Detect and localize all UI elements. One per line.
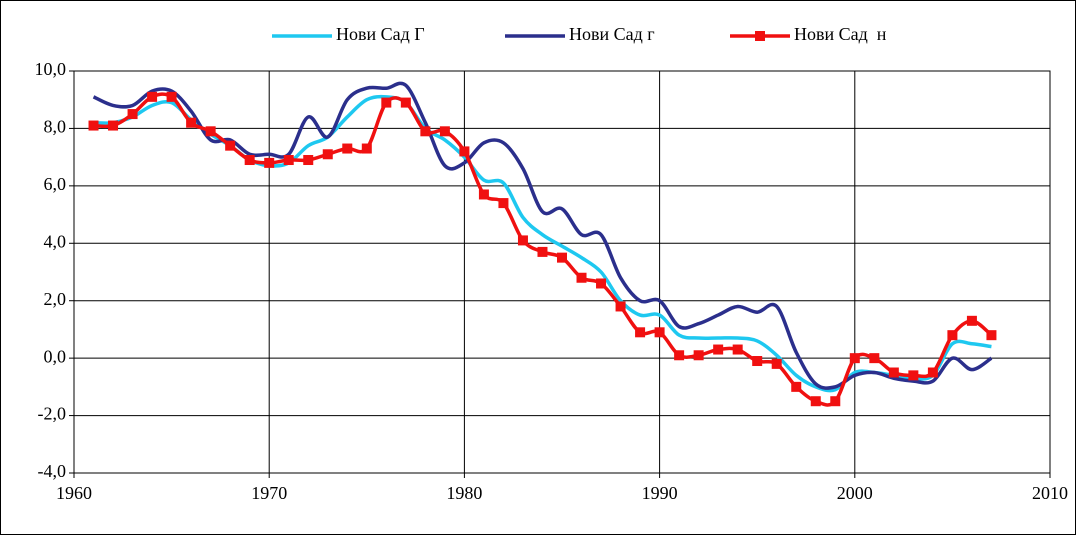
point-marker [947,330,958,341]
point-marker [283,155,294,166]
plot-area [73,70,1051,474]
point-marker [810,396,821,407]
point-marker [420,126,431,137]
point-marker [342,143,353,154]
point-marker [264,157,275,168]
point-marker [186,117,197,128]
point-marker [615,301,626,312]
point-marker [732,344,743,355]
x-tick-label: 1970 [251,483,287,503]
point-marker [381,97,392,108]
point-marker [557,252,567,263]
point-marker [459,146,470,157]
y-tick-label: -4,0 [38,461,67,481]
point-marker [966,315,977,326]
point-marker [830,396,841,407]
x-tick-label: 1960 [56,483,92,503]
point-marker [849,353,860,364]
point-marker [205,126,216,137]
point-marker [478,189,489,200]
point-marker [127,109,138,120]
point-marker [147,91,158,102]
point-marker [439,126,450,137]
point-marker [596,278,607,289]
point-marker [674,350,685,361]
point-marker [225,140,236,151]
point-marker [517,235,528,246]
point-marker [166,91,177,102]
point-marker [322,149,333,160]
point-marker [244,155,255,166]
point-marker [576,272,587,283]
y-tick-label: 10,0 [35,59,67,79]
point-marker [908,370,919,381]
legend-label: Нови Сад Г [336,24,425,44]
point-marker [537,246,548,257]
point-marker [693,350,704,361]
legend-label: Нови Сад н [794,24,887,44]
point-marker [791,381,802,392]
point-marker [400,97,411,108]
point-marker [361,143,372,154]
point-marker [498,198,509,209]
x-tick-label: 1980 [446,483,482,503]
point-marker [927,367,938,378]
x-tick-label: 1990 [642,483,678,503]
point-marker [888,367,899,378]
legend-label: Нови Сад г [569,24,655,44]
y-tick-label: -2,0 [38,404,67,424]
x-tick-label: 2000 [837,483,873,503]
point-marker [771,358,782,369]
y-tick-label: 2,0 [44,289,67,309]
point-marker [752,356,763,367]
point-marker [654,327,665,338]
series-line [92,81,993,390]
point-marker [869,353,880,364]
legend-marker [755,31,765,41]
y-tick-label: 6,0 [44,174,67,194]
x-tick-label: 2010 [1032,483,1068,503]
point-marker [108,120,119,131]
point-marker [986,330,997,341]
y-tick-label: 4,0 [44,231,67,251]
point-marker [713,344,724,355]
point-marker [88,120,99,131]
y-tick-label: 0,0 [44,346,67,366]
y-tick-label: 8,0 [44,117,67,137]
point-marker [303,155,314,166]
point-marker [635,327,646,338]
